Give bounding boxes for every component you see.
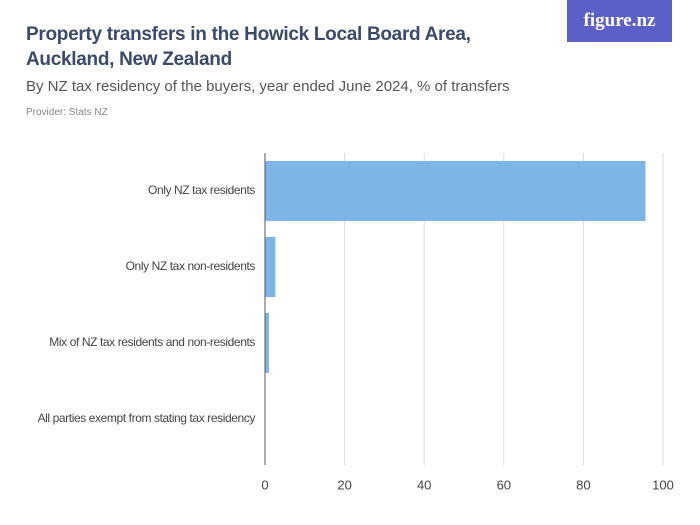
- x-tick-label: 80: [576, 477, 590, 492]
- logo[interactable]: figure.nz: [567, 0, 672, 42]
- x-tick-label: 40: [417, 477, 431, 492]
- x-tick-label: 100: [652, 477, 674, 492]
- x-tick-label: 60: [497, 477, 511, 492]
- y-tick-label: Only NZ tax residents: [148, 183, 255, 197]
- provider: Provider: Stats NZ: [26, 107, 108, 118]
- x-tick-label: 0: [261, 477, 268, 492]
- chart-title: Property transfers in the Howick Local B…: [26, 24, 471, 70]
- x-tick-label: 20: [337, 477, 351, 492]
- y-tick-label: Mix of NZ tax residents and non-resident…: [49, 335, 255, 349]
- bar: [265, 313, 269, 373]
- bar: [265, 161, 646, 221]
- bar: [265, 237, 276, 297]
- chart-subtitle: By NZ tax residency of the buyers, year …: [26, 78, 510, 95]
- y-tick-label: Only NZ tax non-residents: [126, 259, 256, 273]
- y-tick-label: All parties exempt from stating tax resi…: [38, 411, 256, 425]
